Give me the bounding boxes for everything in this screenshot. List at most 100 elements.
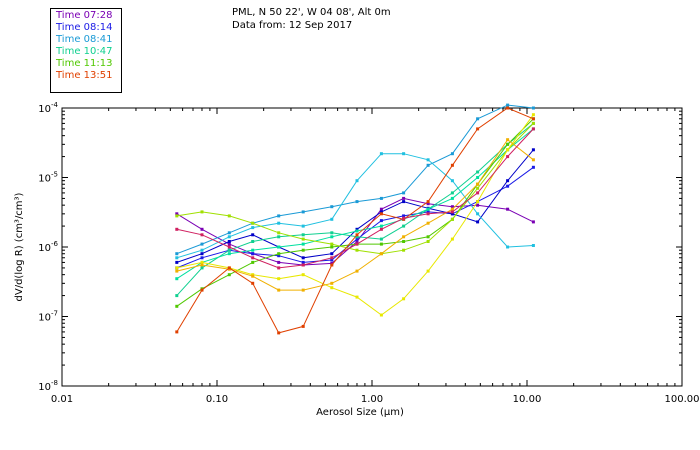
data-point [450,237,454,241]
data-point [330,281,334,285]
data-point [227,231,231,235]
data-point [531,117,535,121]
data-point [277,288,281,292]
data-point [531,127,535,131]
data-point [227,266,231,270]
series-group [175,127,535,270]
y-axis-ticks: 10-4 10-5 10-6 10-7 10-8 [38,101,682,393]
data-point [531,158,535,162]
data-point [227,248,231,252]
data-point [476,127,480,131]
data-point [476,176,480,179]
x-tick-label: 100.00 [665,394,700,405]
data-point [402,214,406,218]
series-group [175,117,535,308]
data-point [301,288,305,292]
data-point [200,266,204,270]
data-point [476,220,480,224]
data-point [251,248,255,252]
data-point [531,121,535,125]
data-point [251,240,255,243]
data-point [531,220,535,224]
y-tick-label: 10-8 [38,379,58,393]
data-point [251,281,255,285]
data-point [476,170,480,174]
data-point [251,260,255,264]
data-point [506,207,510,211]
data-point [426,158,430,162]
data-point [251,252,255,256]
data-point [531,106,535,110]
data-point [301,263,305,267]
data-point [506,103,510,107]
data-point [531,148,535,152]
series-group [175,152,535,260]
data-point [379,242,383,246]
data-point [450,163,454,167]
data-point [402,235,406,239]
data-point [506,184,510,188]
data-point [330,217,334,221]
data-point [355,200,359,204]
data-point [277,260,281,264]
data-point [175,269,179,273]
data-point [175,304,179,308]
data-point [301,248,305,252]
data-point [355,237,359,241]
legend-item: Time 13:51 [56,70,113,81]
data-point [476,191,480,195]
data-point [476,212,480,216]
legend-item: Time 07:28 [56,10,113,21]
data-point [355,269,359,273]
data-point [402,240,406,243]
station-title: PML, N 50 22', W 04 08', Alt 0m [232,7,391,18]
data-point [426,212,430,216]
date-subtitle: Data from: 12 Sep 2017 [232,20,353,31]
data-point [200,256,204,260]
data-point [227,214,231,218]
data-series [175,103,535,335]
data-point [251,226,255,230]
data-point [175,227,179,231]
data-point [227,242,231,246]
data-point [277,277,281,281]
data-point [175,256,179,260]
data-point [301,324,305,328]
data-point [200,288,204,292]
data-point [402,191,406,195]
data-point [426,207,430,211]
data-point [251,221,255,225]
x-tick-label: 1.00 [361,394,383,405]
data-point [426,269,430,273]
data-point [379,210,383,214]
legend: Time 07:28 Time 08:14 Time 08:41 Time 10… [50,8,122,93]
data-point [200,252,204,256]
data-point [330,231,334,235]
data-point [277,254,281,258]
legend-item: Time 08:41 [56,34,113,45]
data-point [277,245,281,249]
data-point [301,242,305,246]
data-point [200,233,204,237]
legend-item: Time 11:13 [56,58,113,69]
data-point [330,261,334,265]
data-point [330,235,334,239]
data-point [301,256,305,260]
data-point [301,210,305,214]
y-tick-label: 10-4 [38,101,58,115]
data-point [175,214,179,218]
data-point [402,216,406,220]
data-point [227,273,231,277]
data-point [227,252,231,256]
series-line [176,128,534,280]
data-point [175,252,179,256]
data-point [379,152,383,156]
data-point [379,207,383,211]
data-point [426,202,430,206]
data-point [506,106,510,110]
data-point [506,245,510,249]
data-point [531,244,535,247]
data-point [301,233,305,237]
data-point [450,152,454,156]
y-tick-label: 10-7 [38,310,58,324]
